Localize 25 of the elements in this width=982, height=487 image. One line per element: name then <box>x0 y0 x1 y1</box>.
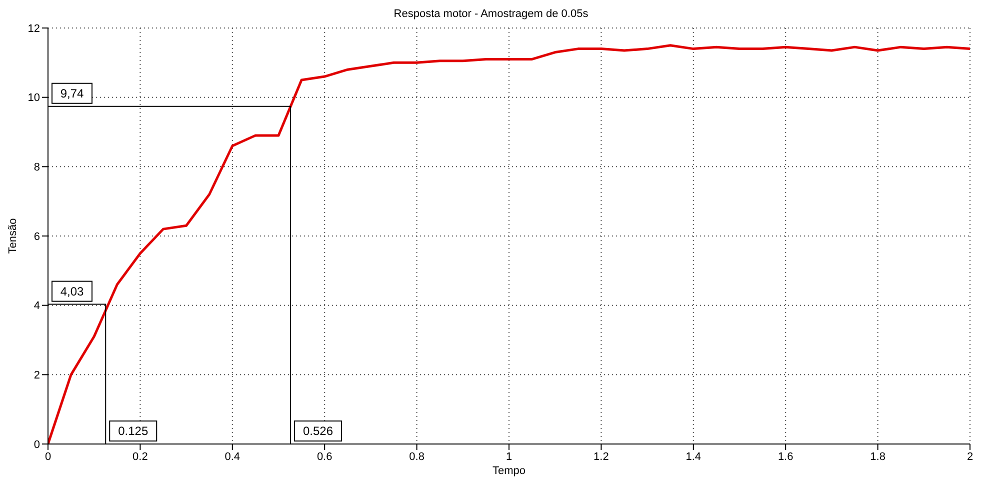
x-tick-label: 1 <box>506 450 512 463</box>
x-tick-label: 0.4 <box>224 450 240 463</box>
y-tick-label: 12 <box>28 22 40 35</box>
x-tick-label: 1.8 <box>870 450 886 463</box>
x-tick-label: 1.2 <box>594 450 609 463</box>
annotation: 4,03 <box>60 284 84 298</box>
x-tick-label: 2 <box>966 450 974 463</box>
x-axis-title: Tempo <box>492 465 526 477</box>
y-tick-label: 6 <box>34 230 40 243</box>
annotation: 0.526 <box>302 424 334 438</box>
y-axis-title: Tensão <box>6 218 19 254</box>
y-tick-label: 0 <box>34 438 40 451</box>
chart-title: Resposta motor - Amostragem de 0.05s <box>392 8 590 22</box>
annotation: 0.125 <box>118 424 148 438</box>
x-tick-label: 1.4 <box>686 450 702 463</box>
y-tick-label: 4 <box>34 300 40 312</box>
y-tick-label: 10 <box>28 92 40 104</box>
y-tick-label: 2 <box>34 370 40 382</box>
x-tick-label: 0 <box>44 450 52 463</box>
annotation: 9,74 <box>60 86 84 100</box>
x-tick-label: 0.2 <box>132 450 148 463</box>
x-tick-label: 0.6 <box>316 450 332 463</box>
x-tick-label: 1.6 <box>778 450 794 463</box>
x-tick-label: 0.8 <box>409 450 424 463</box>
y-tick-label: 8 <box>34 162 40 174</box>
